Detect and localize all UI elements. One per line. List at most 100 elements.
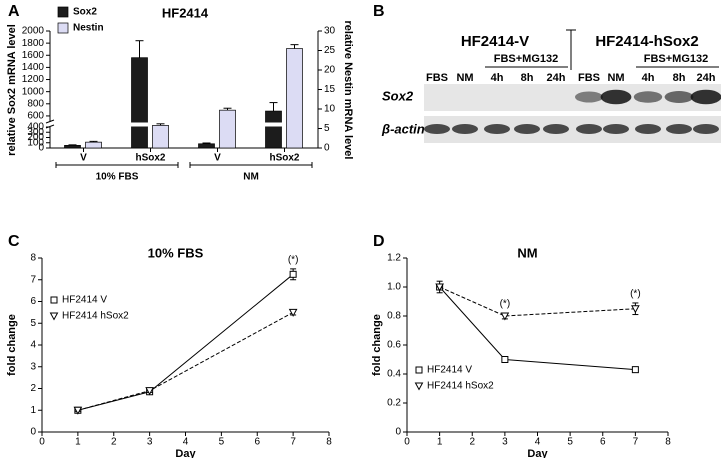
bar bbox=[198, 143, 215, 149]
lane-label: 4h bbox=[491, 72, 504, 84]
y-tick-label: 0 bbox=[38, 143, 44, 154]
y-axis-label: fold change bbox=[371, 314, 383, 376]
y-tick-label: 600 bbox=[27, 111, 44, 122]
band bbox=[690, 89, 721, 105]
annotation: (*) bbox=[288, 255, 299, 266]
y-tick-label: 400 bbox=[27, 122, 44, 133]
row-label: Sox2 bbox=[382, 88, 414, 103]
panel-label: A bbox=[8, 3, 20, 20]
x-tick-label: 0 bbox=[39, 437, 45, 448]
bar bbox=[152, 125, 169, 149]
y-tick-label: 1 bbox=[30, 405, 36, 416]
x-tick-label: 0 bbox=[404, 437, 410, 448]
y2-tick-label: 15 bbox=[324, 84, 336, 95]
panel-label: C bbox=[8, 233, 20, 250]
x-tick-label: 5 bbox=[219, 437, 225, 448]
legend-label: Sox2 bbox=[73, 7, 97, 18]
y-axis-label: relative Sox2 mRNA level bbox=[6, 24, 18, 156]
band bbox=[600, 89, 632, 105]
group-label: NM bbox=[243, 172, 259, 183]
x-tick-label: 1 bbox=[437, 437, 443, 448]
bar bbox=[85, 141, 102, 149]
x-axis-label: Day bbox=[527, 448, 548, 458]
lane-label: FBS bbox=[426, 72, 448, 84]
band bbox=[514, 124, 540, 134]
x-tick-label: hSox2 bbox=[269, 153, 299, 164]
marker bbox=[500, 312, 510, 321]
legend-label: HF2414 hSox2 bbox=[427, 381, 494, 392]
y2-tick-label: 10 bbox=[324, 104, 336, 115]
series-line bbox=[77, 273, 294, 411]
band bbox=[424, 124, 450, 134]
treatment-label: FBS+MG132 bbox=[494, 53, 559, 65]
y-tick-label: 4 bbox=[30, 340, 36, 351]
band bbox=[576, 124, 602, 134]
break-gap bbox=[264, 122, 283, 127]
western-blot: B HF2414-V HF2414-hSox2 FBS+MG132 FBS+MG… bbox=[373, 3, 721, 143]
chart-title: NM bbox=[517, 245, 537, 260]
x-tick-label: 3 bbox=[147, 437, 153, 448]
band bbox=[575, 91, 603, 103]
group-header: HF2414-hSox2 bbox=[595, 33, 698, 50]
band bbox=[633, 91, 663, 103]
band bbox=[543, 124, 569, 134]
series-line bbox=[439, 286, 636, 371]
x-tick-label: 5 bbox=[567, 437, 573, 448]
x-tick-label: 8 bbox=[665, 437, 671, 448]
y-tick-label: 1.0 bbox=[387, 282, 401, 293]
x-tick-label: 4 bbox=[183, 437, 189, 448]
y-tick-label: 1800 bbox=[22, 38, 45, 49]
y-tick-label: 1400 bbox=[22, 62, 45, 73]
marker bbox=[288, 308, 298, 317]
band bbox=[635, 124, 661, 134]
y2-tick-label: 30 bbox=[324, 26, 336, 37]
x-tick-label: 6 bbox=[254, 437, 260, 448]
y2-tick-label: 5 bbox=[324, 123, 330, 134]
y-axis-label: fold change bbox=[6, 314, 18, 376]
lane-label: NM bbox=[456, 72, 473, 84]
x-tick-label: V bbox=[214, 153, 221, 164]
x-tick-label: 6 bbox=[600, 437, 606, 448]
chart-title: HF2414 bbox=[162, 5, 209, 20]
y-tick-label: 0 bbox=[395, 427, 401, 438]
y-tick-label: 0.2 bbox=[387, 398, 401, 409]
x-axis-label: Day bbox=[175, 448, 196, 458]
y2-tick-label: 0 bbox=[324, 143, 330, 154]
group-label: 10% FBS bbox=[96, 172, 139, 183]
bar bbox=[265, 110, 282, 149]
legend-label: Nestin bbox=[73, 23, 104, 34]
series-line bbox=[77, 311, 294, 411]
y-tick-label: 2000 bbox=[22, 26, 45, 37]
row-label: β-actin bbox=[381, 121, 425, 136]
y-tick-label: 0 bbox=[30, 427, 36, 438]
x-tick-label: V bbox=[80, 153, 87, 164]
marker bbox=[73, 406, 83, 415]
y-tick-label: 3 bbox=[30, 361, 36, 372]
marker bbox=[631, 366, 639, 374]
y2-tick-label: 20 bbox=[324, 65, 336, 76]
y-tick-label: 100 bbox=[27, 137, 44, 148]
y-tick-label: 1600 bbox=[22, 50, 45, 61]
y-tick-label: 1200 bbox=[22, 74, 45, 85]
break-gap bbox=[130, 122, 149, 127]
panel-label: B bbox=[373, 3, 385, 20]
bar bbox=[286, 48, 303, 149]
y-tick-label: 0.8 bbox=[387, 311, 401, 322]
x-tick-label: 3 bbox=[502, 437, 508, 448]
x-tick-label: 2 bbox=[469, 437, 475, 448]
annotation: (*) bbox=[500, 299, 511, 310]
x-tick-label: 8 bbox=[326, 437, 332, 448]
band bbox=[603, 124, 629, 134]
marker bbox=[49, 312, 59, 321]
lane-label: 8h bbox=[673, 72, 686, 84]
legend-label: HF2414 V bbox=[427, 365, 472, 376]
marker bbox=[50, 296, 58, 304]
y-tick-label: 1.2 bbox=[387, 253, 401, 264]
y-tick-label: 0.4 bbox=[387, 369, 401, 380]
legend-label: HF2414 V bbox=[62, 295, 107, 306]
y-tick-label: 8 bbox=[30, 253, 36, 264]
panel-label: D bbox=[373, 233, 385, 250]
marker bbox=[414, 382, 424, 391]
